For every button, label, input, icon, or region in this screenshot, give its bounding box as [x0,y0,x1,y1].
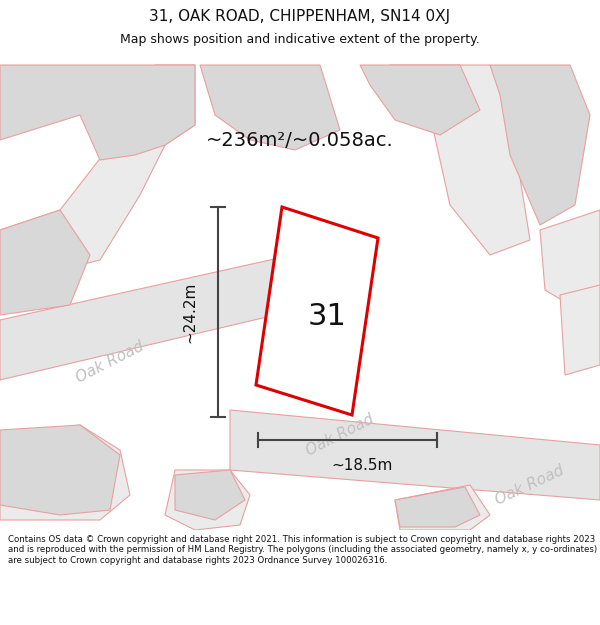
Text: Oak Road: Oak Road [74,339,146,386]
Polygon shape [490,65,590,225]
Polygon shape [175,470,245,520]
Polygon shape [230,410,600,500]
Polygon shape [360,65,480,135]
Polygon shape [256,207,378,415]
Text: ~24.2m: ~24.2m [182,281,197,342]
Text: Oak Road: Oak Road [493,462,567,508]
Polygon shape [0,425,130,520]
Text: Oak Road: Oak Road [304,411,376,459]
Polygon shape [0,210,90,315]
Polygon shape [540,210,600,305]
Polygon shape [0,65,195,285]
Text: Map shows position and indicative extent of the property.: Map shows position and indicative extent… [120,34,480,46]
Polygon shape [395,485,490,530]
Polygon shape [395,487,480,527]
Polygon shape [200,65,340,150]
Text: ~236m²/~0.058ac.: ~236m²/~0.058ac. [206,131,394,149]
Text: 31, OAK ROAD, CHIPPENHAM, SN14 0XJ: 31, OAK ROAD, CHIPPENHAM, SN14 0XJ [149,9,451,24]
Text: 31: 31 [308,302,346,331]
Polygon shape [0,425,120,515]
Text: ~18.5m: ~18.5m [332,458,393,472]
Polygon shape [390,65,530,255]
Polygon shape [560,285,600,375]
Polygon shape [165,470,250,530]
Polygon shape [0,240,360,380]
Polygon shape [0,65,195,160]
Text: Contains OS data © Crown copyright and database right 2021. This information is : Contains OS data © Crown copyright and d… [8,535,597,565]
